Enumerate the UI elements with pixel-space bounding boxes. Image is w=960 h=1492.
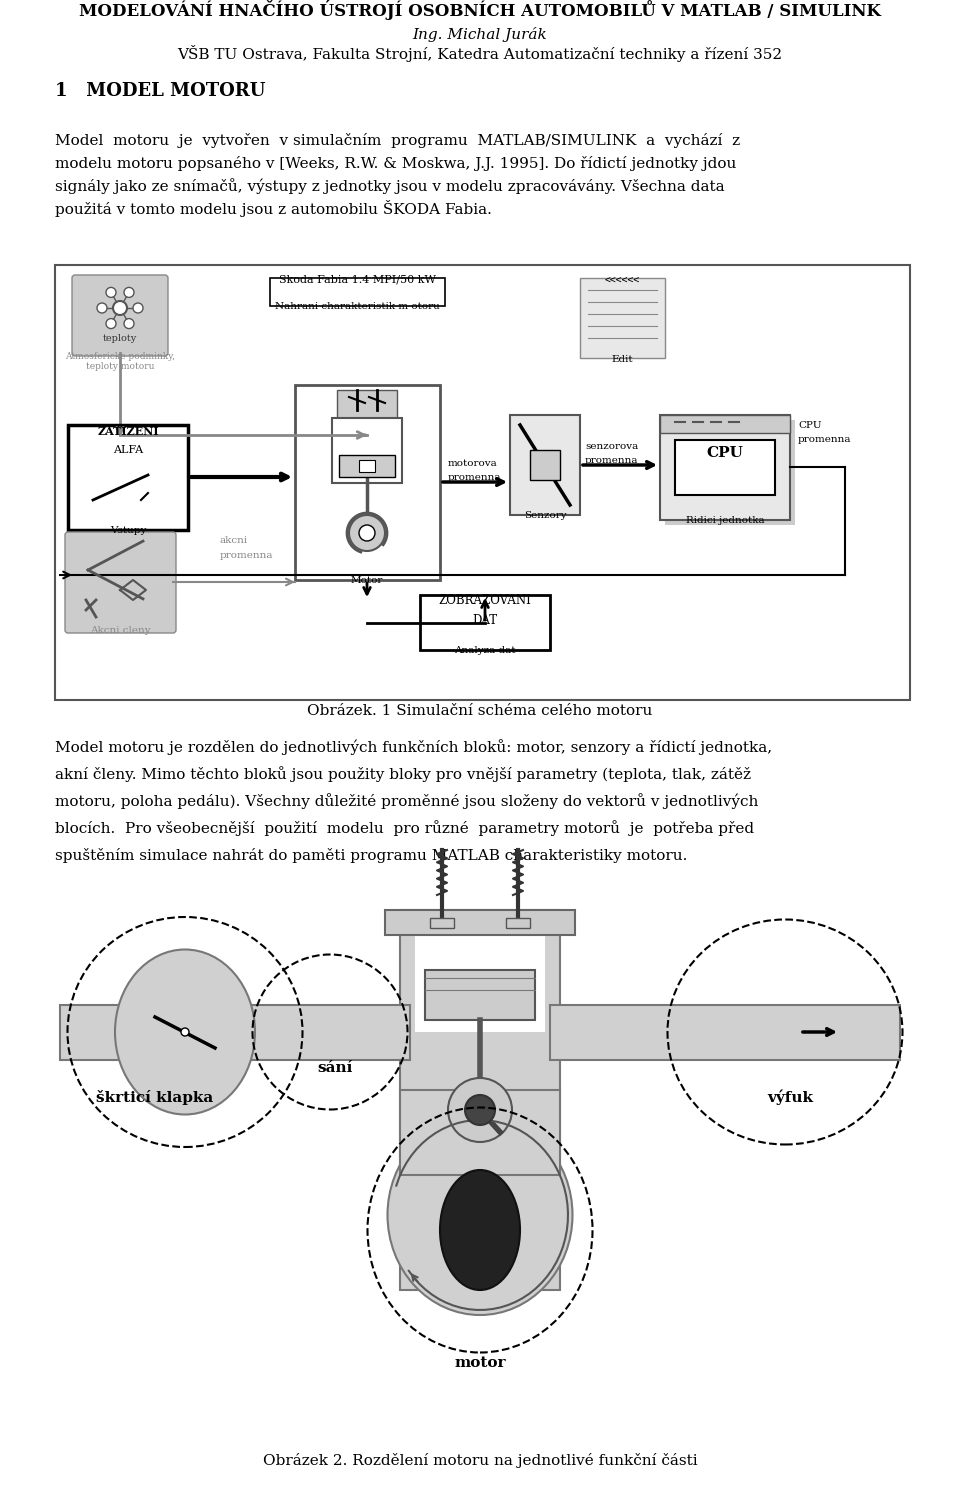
- Bar: [55, 266, 910, 700]
- Text: modelu motoru popsaného v [Weeks, R.W. & Moskwa, J.J. 1995]. Do řídictí jednotky: modelu motoru popsaného v [Weeks, R.W. &…: [55, 157, 736, 172]
- Circle shape: [97, 303, 107, 313]
- Circle shape: [124, 288, 134, 297]
- Bar: [660, 415, 790, 433]
- Text: Senzory: Senzory: [524, 510, 566, 521]
- Bar: [425, 970, 535, 1021]
- Text: motorova: motorova: [448, 460, 497, 468]
- Bar: [415, 935, 545, 1032]
- Ellipse shape: [440, 1170, 520, 1291]
- Text: senzorova: senzorova: [585, 442, 638, 451]
- Text: Vstupy: Vstupy: [109, 527, 146, 536]
- Text: promenna: promenna: [798, 436, 852, 445]
- Text: výfuk: výfuk: [767, 1089, 813, 1106]
- Text: Motor: Motor: [350, 576, 383, 585]
- Text: Edit: Edit: [612, 355, 633, 364]
- Text: Ridici jednotka: Ridici jednotka: [685, 516, 764, 525]
- Text: ALFA: ALFA: [113, 445, 143, 455]
- Text: motor: motor: [454, 1356, 506, 1370]
- Bar: [400, 910, 560, 1291]
- Text: ZOBRAZOVANI: ZOBRAZOVANI: [439, 594, 532, 607]
- Bar: [430, 918, 454, 928]
- Circle shape: [133, 303, 143, 313]
- Text: použitá v tomto modelu jsou z automobilu ŠKODA Fabia.: použitá v tomto modelu jsou z automobilu…: [55, 200, 492, 216]
- Text: Ing. Michal Jurák: Ing. Michal Jurák: [413, 27, 547, 42]
- Text: <<<<<<: <<<<<<: [605, 276, 639, 286]
- Ellipse shape: [388, 1115, 572, 1314]
- Bar: [660, 415, 790, 521]
- Bar: [295, 385, 440, 580]
- Bar: [385, 910, 575, 935]
- Text: CPU: CPU: [707, 446, 743, 460]
- Text: Obrázek. 1 Simulační schéma celého motoru: Obrázek. 1 Simulační schéma celého motor…: [307, 704, 653, 718]
- Text: signály jako ze snímačů, výstupy z jednotky jsou v modelu zpracovávány. Všechna : signály jako ze snímačů, výstupy z jedno…: [55, 178, 725, 194]
- Text: spuštěním simulace nahrát do paměti programu MATLAB charakteristiky motoru.: spuštěním simulace nahrát do paměti prog…: [55, 847, 687, 862]
- Text: CPU: CPU: [798, 421, 822, 430]
- Text: Model  motoru  je  vytvořen  v simulačním  programu  MATLAB/SIMULINK  a  vychází: Model motoru je vytvořen v simulačním pr…: [55, 133, 740, 148]
- Circle shape: [465, 1095, 495, 1125]
- Bar: [337, 389, 397, 418]
- Bar: [506, 918, 530, 928]
- Bar: [60, 1006, 410, 1059]
- Bar: [332, 418, 402, 483]
- Text: sání: sání: [318, 1061, 352, 1076]
- FancyBboxPatch shape: [65, 533, 176, 633]
- Text: Akcni cleny: Akcni cleny: [89, 627, 151, 636]
- Circle shape: [359, 525, 375, 542]
- Bar: [665, 421, 795, 525]
- Text: teploty motoru: teploty motoru: [85, 363, 155, 372]
- Text: promenna: promenna: [585, 457, 638, 466]
- Circle shape: [124, 319, 134, 328]
- Text: Nahrani charakteristik m otoru: Nahrani charakteristik m otoru: [275, 301, 440, 310]
- Bar: [530, 451, 560, 480]
- Text: Obrázek 2. Rozdělení motoru na jednotlivé funkční části: Obrázek 2. Rozdělení motoru na jednotliv…: [263, 1453, 697, 1468]
- Text: teploty: teploty: [103, 334, 137, 343]
- Circle shape: [349, 515, 385, 551]
- Text: DAT: DAT: [472, 615, 497, 627]
- Circle shape: [448, 1079, 512, 1141]
- Text: 1   MODEL MOTORU: 1 MODEL MOTORU: [55, 82, 266, 100]
- Circle shape: [113, 301, 127, 315]
- Text: motoru, poloha pedálu). Všechny důležité proměnné jsou složeny do vektorů v jedn: motoru, poloha pedálu). Všechny důležité…: [55, 794, 758, 809]
- FancyBboxPatch shape: [72, 275, 168, 357]
- Circle shape: [106, 288, 116, 297]
- Text: Analyza dat: Analyza dat: [454, 646, 516, 655]
- Bar: [510, 415, 580, 515]
- Text: akcni: akcni: [220, 536, 248, 545]
- Text: ZATIZENI: ZATIZENI: [97, 427, 158, 437]
- Text: akní členy. Mimo těchto bloků jsou použity bloky pro vnější parametry (teplota, : akní členy. Mimo těchto bloků jsou použi…: [55, 765, 751, 782]
- Text: VŠB TU Ostrava, Fakulta Strojní, Katedra Automatizační techniky a řízení 352: VŠB TU Ostrava, Fakulta Strojní, Katedra…: [178, 45, 782, 63]
- Text: promenna: promenna: [448, 473, 501, 482]
- Circle shape: [106, 319, 116, 328]
- Bar: [420, 595, 550, 651]
- Text: Atmosfericke podminky,: Atmosfericke podminky,: [65, 352, 175, 361]
- Text: Model motoru je rozdělen do jednotlivých funkčních bloků: motor, senzory a řídic: Model motoru je rozdělen do jednotlivých…: [55, 739, 772, 755]
- Circle shape: [181, 1028, 189, 1035]
- Bar: [550, 1006, 900, 1059]
- Text: MODELOVÁNÍ HNAČÍHO ÚSTROJÍ OSOBNÍCH AUTOMOBILŮ V MATLAB / SIMULINK: MODELOVÁNÍ HNAČÍHO ÚSTROJÍ OSOBNÍCH AUTO…: [79, 0, 881, 19]
- Bar: [359, 460, 375, 471]
- Text: škrticí klapka: škrticí klapka: [96, 1091, 214, 1106]
- Text: promenna: promenna: [220, 551, 274, 560]
- Bar: [68, 425, 188, 530]
- Bar: [400, 1091, 560, 1176]
- Bar: [339, 455, 395, 477]
- Bar: [580, 278, 665, 358]
- Bar: [675, 440, 775, 495]
- Ellipse shape: [115, 949, 255, 1115]
- Text: Skoda Fabia 1.4 MPI/50 kW: Skoda Fabia 1.4 MPI/50 kW: [278, 275, 436, 285]
- Bar: [270, 278, 445, 306]
- Text: blocích.  Pro všeobecnější  použití  modelu  pro různé  parametry motorů  je  po: blocích. Pro všeobecnější použití modelu…: [55, 821, 755, 836]
